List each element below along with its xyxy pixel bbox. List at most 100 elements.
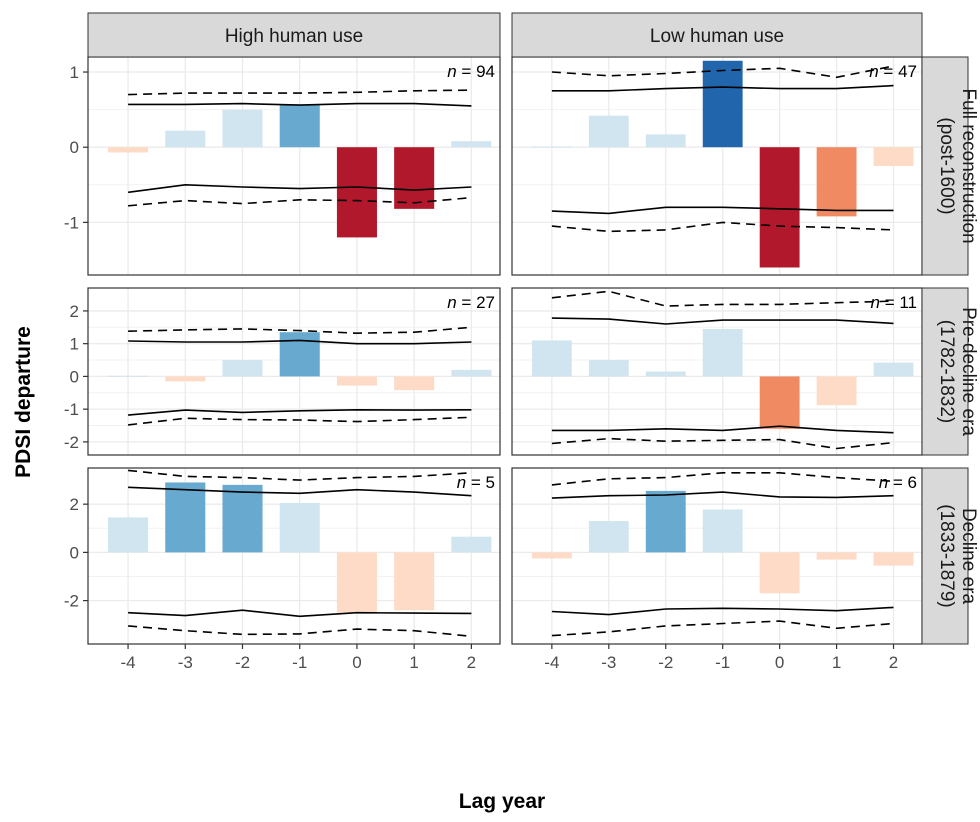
bar <box>336 552 377 613</box>
panel-background <box>88 57 500 275</box>
sample-size-value: = 11 <box>880 293 917 312</box>
bar <box>759 376 800 429</box>
bar <box>394 552 435 611</box>
sample-size-label: n = 5 <box>457 473 495 492</box>
bar <box>759 552 800 594</box>
bar <box>873 147 914 166</box>
facet-panel: n = 6 <box>511 467 923 645</box>
x-tick-label: 1 <box>832 653 841 672</box>
bar <box>816 552 857 560</box>
panel-border <box>87 287 501 456</box>
row-strip-background <box>921 287 969 456</box>
bar <box>108 375 149 377</box>
bar <box>702 328 743 377</box>
bar <box>816 147 857 217</box>
row-strip-label: (1833-1879) <box>936 504 957 608</box>
lower-dashed-line <box>551 221 894 233</box>
lower-solid-line <box>551 206 894 215</box>
bar <box>108 147 149 153</box>
column-strip-label: High human use <box>225 26 363 47</box>
y-tick-label: 0 <box>70 367 79 386</box>
bar <box>588 521 629 553</box>
x-axis-label: Lag year <box>459 790 545 813</box>
bar <box>531 340 572 377</box>
sample-size-value: = 5 <box>466 473 495 492</box>
facet-panel: n = 94 <box>87 56 501 276</box>
y-tick-label: -1 <box>64 213 79 232</box>
x-tick-label: -3 <box>601 653 616 672</box>
bar <box>222 484 263 553</box>
bar <box>645 371 686 377</box>
bar <box>451 369 492 377</box>
row-strip-label: Full reconstruction <box>958 88 979 243</box>
y-tick-label: 0 <box>70 543 79 562</box>
bar <box>165 376 206 382</box>
upper-solid-line <box>551 84 894 92</box>
x-tick-label: 0 <box>352 653 361 672</box>
lower-solid-line <box>551 606 894 616</box>
x-tick-label: 2 <box>467 653 476 672</box>
upper-solid-line <box>128 102 472 107</box>
axes-layer: -1 0 1 -2 -1 0 1 2 -2 0 2 -4 -3 -2 -1 0 1 2 -4 -3 -2 -1 0 1 2 <box>64 63 898 672</box>
sample-size-symbol: n <box>457 473 466 492</box>
upper-dashed-line <box>551 65 894 79</box>
x-tick-label: -4 <box>120 653 135 672</box>
bar <box>165 130 206 148</box>
x-tick-label: -1 <box>292 653 307 672</box>
upper-solid-line <box>128 486 472 497</box>
y-tick-label: 0 <box>70 138 79 157</box>
sample-size-symbol: n <box>447 293 456 312</box>
x-tick-label: -3 <box>178 653 193 672</box>
bar <box>702 509 743 553</box>
lower-solid-line <box>127 183 472 194</box>
upper-dashed-line <box>551 290 894 307</box>
lower-dashed-line <box>128 416 472 426</box>
column-strip-background <box>511 12 923 58</box>
sample-size-value: = 47 <box>879 62 917 81</box>
lower-dashed-line <box>128 625 472 638</box>
row-strip-label: Decline era <box>958 508 979 605</box>
bar <box>531 552 572 559</box>
bar <box>108 517 149 553</box>
sample-size-label: n = 94 <box>447 62 495 81</box>
bar <box>702 60 743 148</box>
facet-panel: n = 11 <box>511 287 923 456</box>
bar <box>336 147 377 238</box>
lower-solid-line <box>551 425 894 434</box>
column-strip-label: Low human use <box>650 26 784 47</box>
facet-panel: n = 5 <box>87 467 501 645</box>
bar <box>336 376 377 386</box>
sample-size-label: n = 11 <box>871 293 918 312</box>
bar <box>165 482 206 553</box>
strips-layer: High human use Low human use Full reconstr… <box>87 12 979 645</box>
upper-dashed-line <box>128 89 472 96</box>
sample-size-value: = 27 <box>457 293 495 312</box>
bar <box>645 134 686 148</box>
upper-solid-line <box>128 339 472 345</box>
lower-dashed-line <box>128 196 472 207</box>
sample-size-label: n = 47 <box>869 62 917 81</box>
x-tick-label: -4 <box>544 653 559 672</box>
x-tick-label: -2 <box>235 653 250 672</box>
upper-dashed-line <box>128 469 472 481</box>
sample-size-value: = 94 <box>457 62 495 81</box>
bar <box>394 147 435 209</box>
x-tick-label: 2 <box>889 653 898 672</box>
lower-solid-line <box>128 408 472 416</box>
bar <box>222 360 263 377</box>
panel-background <box>512 468 922 644</box>
bar <box>588 115 629 148</box>
sample-size-symbol: n <box>447 62 456 81</box>
bar <box>531 146 572 148</box>
sample-size-label: n = 27 <box>447 293 495 312</box>
y-tick-label: -1 <box>64 400 79 419</box>
bar <box>873 362 914 377</box>
bar <box>279 502 320 553</box>
bar <box>645 490 686 553</box>
y-tick-label: 2 <box>70 495 79 514</box>
bar <box>873 552 914 566</box>
bar <box>451 536 492 553</box>
x-tick-label: -1 <box>715 653 730 672</box>
y-tick-label: 2 <box>70 302 79 321</box>
